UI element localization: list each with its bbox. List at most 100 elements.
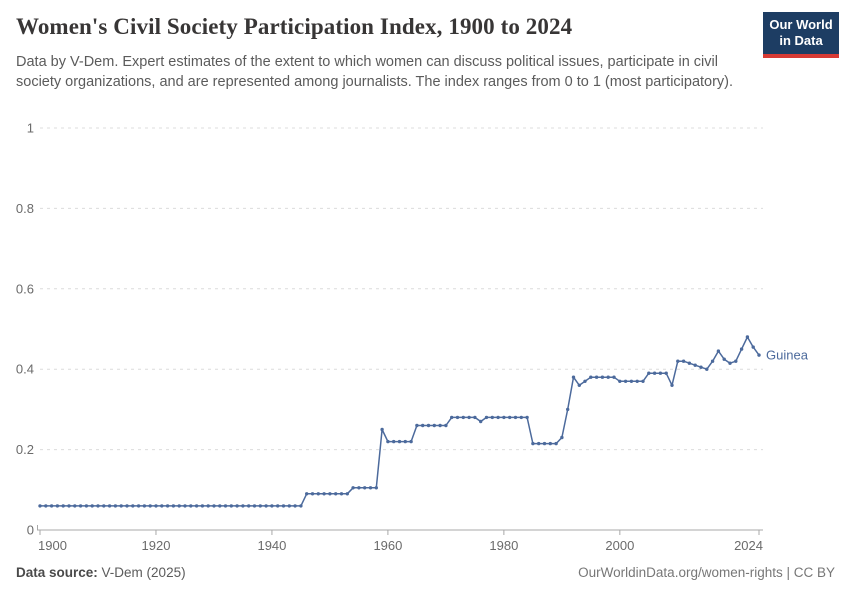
line-chart[interactable]: 0 0.2 0.4 0.6 0.8 1 1900 1920 1940 1960 1980 2000 20…: [0, 115, 850, 560]
data-point[interactable]: [102, 504, 106, 508]
data-point[interactable]: [310, 492, 315, 496]
data-point[interactable]: [409, 439, 413, 444]
data-point[interactable]: [658, 371, 663, 375]
data-point[interactable]: [328, 492, 332, 496]
data-point[interactable]: [235, 504, 239, 508]
data-point[interactable]: [368, 486, 373, 490]
data-point[interactable]: [670, 383, 674, 387]
data-point[interactable]: [136, 504, 141, 508]
data-point[interactable]: [444, 423, 448, 428]
data-point[interactable]: [183, 504, 187, 508]
data-point[interactable]: [160, 504, 164, 508]
data-point[interactable]: [397, 439, 402, 444]
data-point[interactable]: [722, 357, 726, 361]
data-point[interactable]: [61, 504, 65, 508]
data-point[interactable]: [467, 415, 471, 420]
data-point[interactable]: [734, 359, 738, 363]
data-point[interactable]: [687, 361, 692, 365]
data-point[interactable]: [757, 353, 761, 357]
data-point[interactable]: [380, 427, 384, 432]
data-point[interactable]: [165, 504, 170, 508]
data-point[interactable]: [554, 441, 558, 446]
data-line[interactable]: [39, 336, 760, 507]
data-point[interactable]: [461, 415, 465, 420]
data-point[interactable]: [745, 335, 750, 339]
data-point[interactable]: [548, 441, 552, 446]
data-point[interactable]: [421, 423, 425, 428]
data-point[interactable]: [212, 504, 216, 508]
data-point[interactable]: [287, 504, 291, 508]
owid-logo[interactable]: Our World in Data: [763, 12, 839, 58]
data-point[interactable]: [38, 504, 42, 508]
data-point[interactable]: [113, 504, 118, 508]
data-point[interactable]: [426, 423, 431, 428]
data-point[interactable]: [177, 504, 181, 508]
data-point[interactable]: [293, 504, 297, 508]
data-point[interactable]: [676, 359, 680, 363]
data-point[interactable]: [432, 423, 436, 428]
data-point[interactable]: [131, 504, 135, 508]
data-point[interactable]: [600, 375, 605, 379]
data-point[interactable]: [641, 379, 645, 383]
data-point[interactable]: [560, 435, 564, 440]
data-point[interactable]: [119, 504, 123, 508]
data-point[interactable]: [73, 504, 77, 508]
data-point[interactable]: [55, 504, 60, 508]
data-point[interactable]: [728, 361, 732, 365]
data-point[interactable]: [635, 379, 639, 383]
data-point[interactable]: [647, 371, 651, 375]
data-point[interactable]: [299, 504, 303, 508]
data-point[interactable]: [223, 504, 228, 508]
data-point[interactable]: [171, 504, 176, 508]
data-point[interactable]: [484, 415, 489, 420]
data-point[interactable]: [473, 415, 477, 420]
data-point[interactable]: [218, 504, 222, 508]
data-point[interactable]: [450, 415, 454, 420]
data-point[interactable]: [519, 415, 523, 420]
data-point[interactable]: [612, 375, 616, 379]
data-point[interactable]: [594, 375, 599, 379]
data-point[interactable]: [751, 345, 755, 349]
data-point[interactable]: [90, 504, 94, 508]
data-point[interactable]: [403, 439, 407, 444]
data-point[interactable]: [125, 504, 129, 508]
data-point[interactable]: [716, 349, 721, 353]
data-point[interactable]: [229, 504, 233, 508]
data-point[interactable]: [606, 375, 610, 379]
data-point[interactable]: [49, 504, 54, 508]
data-point[interactable]: [664, 371, 668, 375]
chart-area[interactable]: 0 0.2 0.4 0.6 0.8 1 1900 1920 1940 1960 1980 2000 20…: [0, 115, 850, 560]
data-point[interactable]: [502, 415, 506, 420]
data-point[interactable]: [508, 415, 512, 420]
series-end-label[interactable]: Guinea: [766, 348, 809, 363]
data-point[interactable]: [681, 359, 686, 363]
data-point[interactable]: [189, 504, 193, 508]
data-point[interactable]: [84, 504, 89, 508]
data-point[interactable]: [44, 504, 48, 508]
data-point[interactable]: [623, 379, 628, 383]
data-point[interactable]: [739, 347, 744, 351]
data-point[interactable]: [583, 379, 587, 383]
data-point[interactable]: [374, 486, 378, 490]
data-point[interactable]: [699, 365, 703, 369]
data-point[interactable]: [96, 504, 100, 508]
license-credit[interactable]: OurWorldinData.org/women-rights | CC BY: [578, 565, 835, 580]
data-point[interactable]: [154, 504, 158, 508]
data-point[interactable]: [525, 415, 529, 420]
data-point[interactable]: [455, 415, 460, 420]
data-point[interactable]: [415, 423, 419, 428]
data-point[interactable]: [264, 504, 268, 508]
data-point[interactable]: [386, 439, 390, 444]
data-point[interactable]: [537, 441, 541, 446]
data-point[interactable]: [479, 419, 483, 424]
data-point[interactable]: [339, 492, 344, 496]
data-point[interactable]: [78, 504, 83, 508]
data-point[interactable]: [305, 492, 309, 496]
data-point[interactable]: [589, 375, 593, 379]
data-point[interactable]: [490, 415, 494, 420]
data-point[interactable]: [705, 367, 709, 371]
data-point[interactable]: [566, 407, 570, 412]
data-point[interactable]: [351, 486, 355, 490]
data-point[interactable]: [258, 504, 262, 508]
data-point[interactable]: [571, 375, 576, 379]
